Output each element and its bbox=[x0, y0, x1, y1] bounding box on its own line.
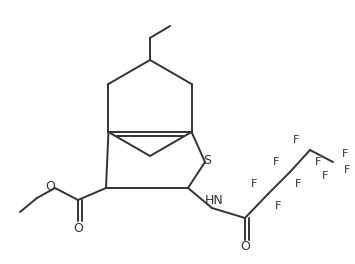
Text: F: F bbox=[322, 171, 328, 181]
Text: S: S bbox=[203, 154, 211, 167]
Text: HN: HN bbox=[204, 195, 223, 208]
Text: F: F bbox=[344, 165, 350, 175]
Text: O: O bbox=[45, 180, 55, 192]
Text: F: F bbox=[251, 179, 257, 189]
Text: F: F bbox=[275, 201, 281, 211]
Text: F: F bbox=[273, 157, 279, 167]
Text: O: O bbox=[240, 241, 250, 253]
Text: F: F bbox=[293, 135, 299, 145]
Text: F: F bbox=[295, 179, 301, 189]
Text: F: F bbox=[342, 149, 348, 159]
Text: O: O bbox=[73, 221, 83, 234]
Text: F: F bbox=[315, 157, 321, 167]
